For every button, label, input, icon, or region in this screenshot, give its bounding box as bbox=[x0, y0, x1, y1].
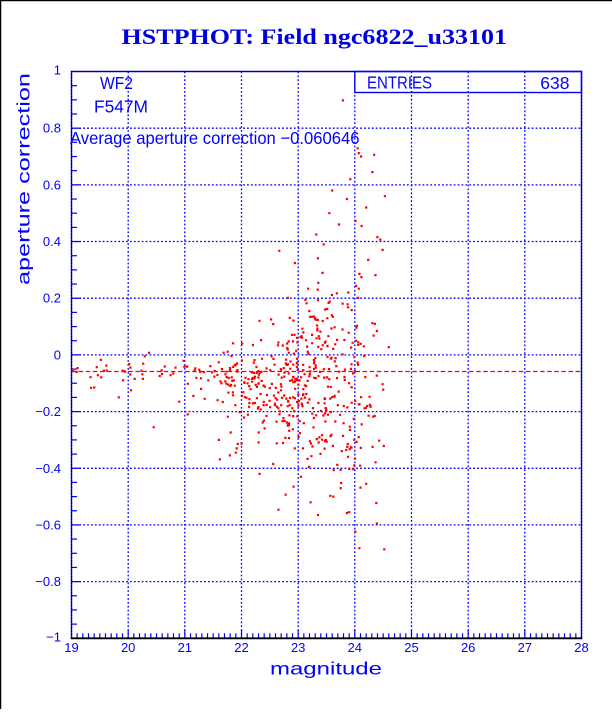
svg-text:0.4: 0.4 bbox=[43, 234, 61, 249]
svg-text:Average aperture correction −0: Average aperture correction −0.060646 bbox=[70, 128, 360, 148]
svg-text:19: 19 bbox=[64, 640, 78, 655]
svg-text:HSTPHOT: Field ngc6822_u33101: HSTPHOT: Field ngc6822_u33101 bbox=[122, 24, 508, 49]
svg-text:−0.2: −0.2 bbox=[35, 404, 61, 419]
svg-text:1: 1 bbox=[54, 63, 61, 78]
svg-text:0.6: 0.6 bbox=[43, 177, 61, 192]
svg-text:−0.6: −0.6 bbox=[35, 517, 61, 532]
svg-text:0.2: 0.2 bbox=[43, 291, 61, 306]
svg-text:24: 24 bbox=[348, 640, 362, 655]
svg-text:20: 20 bbox=[121, 640, 135, 655]
svg-text:−1: −1 bbox=[46, 630, 61, 645]
svg-text:25: 25 bbox=[404, 640, 418, 655]
svg-text:0: 0 bbox=[54, 347, 61, 362]
svg-text:28: 28 bbox=[574, 640, 588, 655]
svg-text:−0.4: −0.4 bbox=[35, 461, 61, 476]
svg-text:aperture correction: aperture correction bbox=[14, 73, 34, 285]
svg-text:0.8: 0.8 bbox=[43, 121, 61, 136]
svg-text:638: 638 bbox=[540, 73, 569, 93]
svg-text:22: 22 bbox=[234, 640, 248, 655]
svg-text:23: 23 bbox=[291, 640, 305, 655]
svg-text:F547M: F547M bbox=[94, 97, 148, 117]
svg-text:ENTRIES: ENTRIES bbox=[367, 72, 432, 92]
svg-text:magnitude: magnitude bbox=[270, 659, 382, 679]
svg-text:−0.8: −0.8 bbox=[35, 574, 61, 589]
svg-text:WF2: WF2 bbox=[100, 73, 133, 93]
svg-text:21: 21 bbox=[178, 640, 192, 655]
svg-text:26: 26 bbox=[461, 640, 475, 655]
svg-text:27: 27 bbox=[518, 640, 532, 655]
